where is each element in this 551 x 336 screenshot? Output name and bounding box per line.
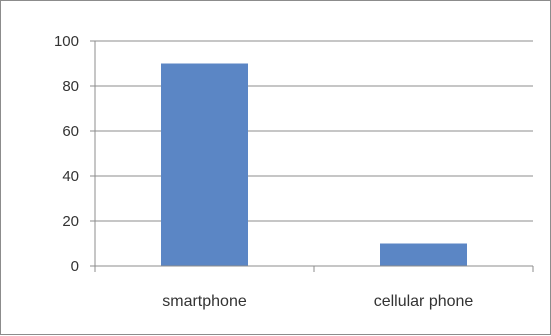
- y-tick-label: 100: [54, 33, 79, 50]
- y-tick-label: 40: [62, 168, 79, 185]
- x-category-label: smartphone: [162, 293, 247, 310]
- gridlines: [95, 40, 533, 222]
- bars: [161, 63, 467, 266]
- y-tick-label: 0: [71, 258, 79, 275]
- bar-smartphone: [161, 63, 248, 266]
- x-category-label: cellular phone: [374, 293, 474, 310]
- x-axis-labels: smartphone cellular phone: [162, 293, 473, 310]
- axes: [94, 41, 534, 272]
- y-axis-ticks: 0 20 40 60 80 100: [54, 33, 95, 275]
- bar-cellular-phone: [380, 243, 467, 266]
- y-tick-label: 20: [62, 213, 79, 230]
- y-tick-label: 60: [62, 123, 79, 140]
- y-tick-label: 80: [62, 78, 79, 95]
